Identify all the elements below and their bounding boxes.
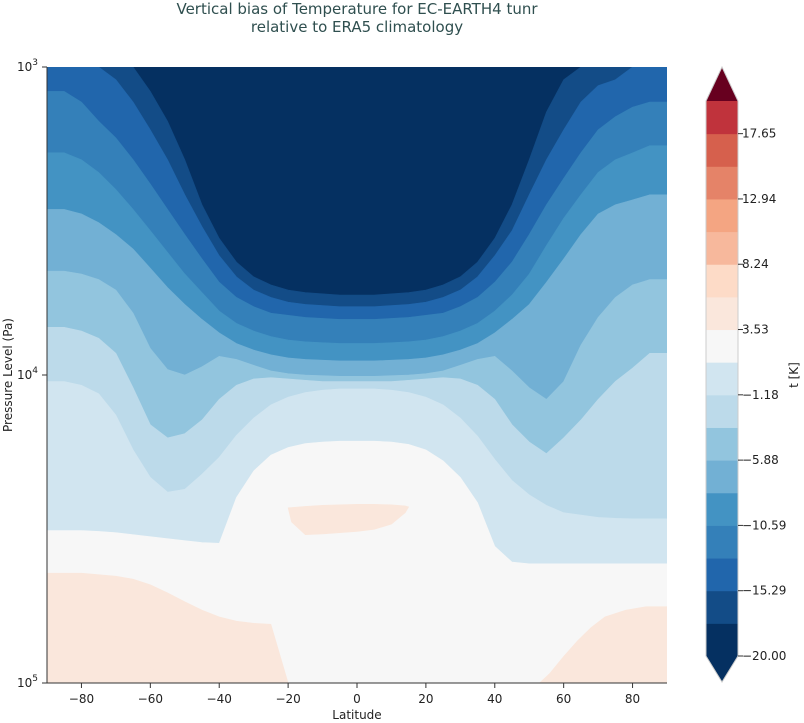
- x-tick-label: −80: [69, 692, 94, 706]
- colorbar-tick-label: 12.94: [742, 192, 776, 206]
- colorbar-tick-label: −15.29: [742, 584, 786, 598]
- colorbar-segment: [706, 264, 738, 298]
- colorbar-segment: [706, 492, 738, 526]
- colorbar-segment: [706, 133, 738, 167]
- x-tick-label: 80: [625, 692, 640, 706]
- contour-patch-southern-warm-lobe: [47, 626, 175, 683]
- colorbar: −20.00 −15.29 −10.59 −5.88 −1.18 3.53 8.24 12.9…: [705, 65, 786, 683]
- colorbar-segment: [706, 590, 738, 624]
- y-tick-label: 104: [17, 366, 38, 382]
- y-axis: 103 104 105: [17, 58, 47, 690]
- colorbar-tick-label: 8.24: [742, 257, 769, 271]
- x-tick-label: −20: [275, 692, 300, 706]
- colorbar-segment: [706, 460, 738, 494]
- colorbar-tick-label: −20.00: [742, 649, 786, 663]
- x-tick-label: 40: [487, 692, 502, 706]
- colorbar-extend-bottom: [706, 656, 738, 682]
- colorbar-segment: [706, 623, 738, 657]
- y-tick-label: 103: [17, 58, 38, 74]
- colorbar-tick-label: −5.88: [742, 453, 779, 467]
- y-axis-label: Pressure Level (Pa): [1, 318, 15, 432]
- colorbar-segment: [706, 231, 738, 265]
- colorbar-segment: [706, 394, 738, 428]
- x-tick-label: 20: [418, 692, 433, 706]
- x-axis-label: Latitude: [332, 708, 381, 722]
- x-tick-label: 0: [353, 692, 361, 706]
- colorbar-segment: [706, 362, 738, 396]
- contour-plot-area: [46, 67, 667, 684]
- colorbar-tick-label: −1.18: [742, 388, 779, 402]
- colorbar-segment: [706, 427, 738, 461]
- colorbar-tick-label: 3.53: [742, 323, 769, 337]
- contour-patch-northern-warm-lobe: [539, 606, 667, 683]
- colorbar-segment: [706, 525, 738, 559]
- colorbar-label: t [K]: [787, 362, 801, 388]
- colorbar-tick-label: −10.59: [742, 518, 786, 532]
- colorbar-tick-label: 17.65: [742, 127, 776, 141]
- chart-title-line-2: relative to ERA5 climatology: [251, 18, 463, 36]
- x-tick-label: 60: [556, 692, 571, 706]
- chart-title-line-1: Vertical bias of Temperature for EC-EART…: [176, 0, 538, 18]
- colorbar-segment: [706, 101, 738, 135]
- colorbar-extend-top: [706, 67, 738, 101]
- colorbar-segment: [706, 296, 738, 331]
- x-tick-label: −40: [207, 692, 232, 706]
- contour-patch-tropical-warm-core: [287, 504, 410, 536]
- y-tick-label: 105: [17, 674, 38, 690]
- x-tick-label: −60: [138, 692, 163, 706]
- colorbar-segment: [706, 558, 738, 592]
- colorbar-segment: [706, 329, 738, 363]
- colorbar-segment: [706, 166, 738, 200]
- x-axis: −80 −60 −40 −20 0 20 40 60 80: [69, 683, 640, 706]
- contour-band-10: [47, 572, 667, 683]
- colorbar-segment: [706, 198, 738, 233]
